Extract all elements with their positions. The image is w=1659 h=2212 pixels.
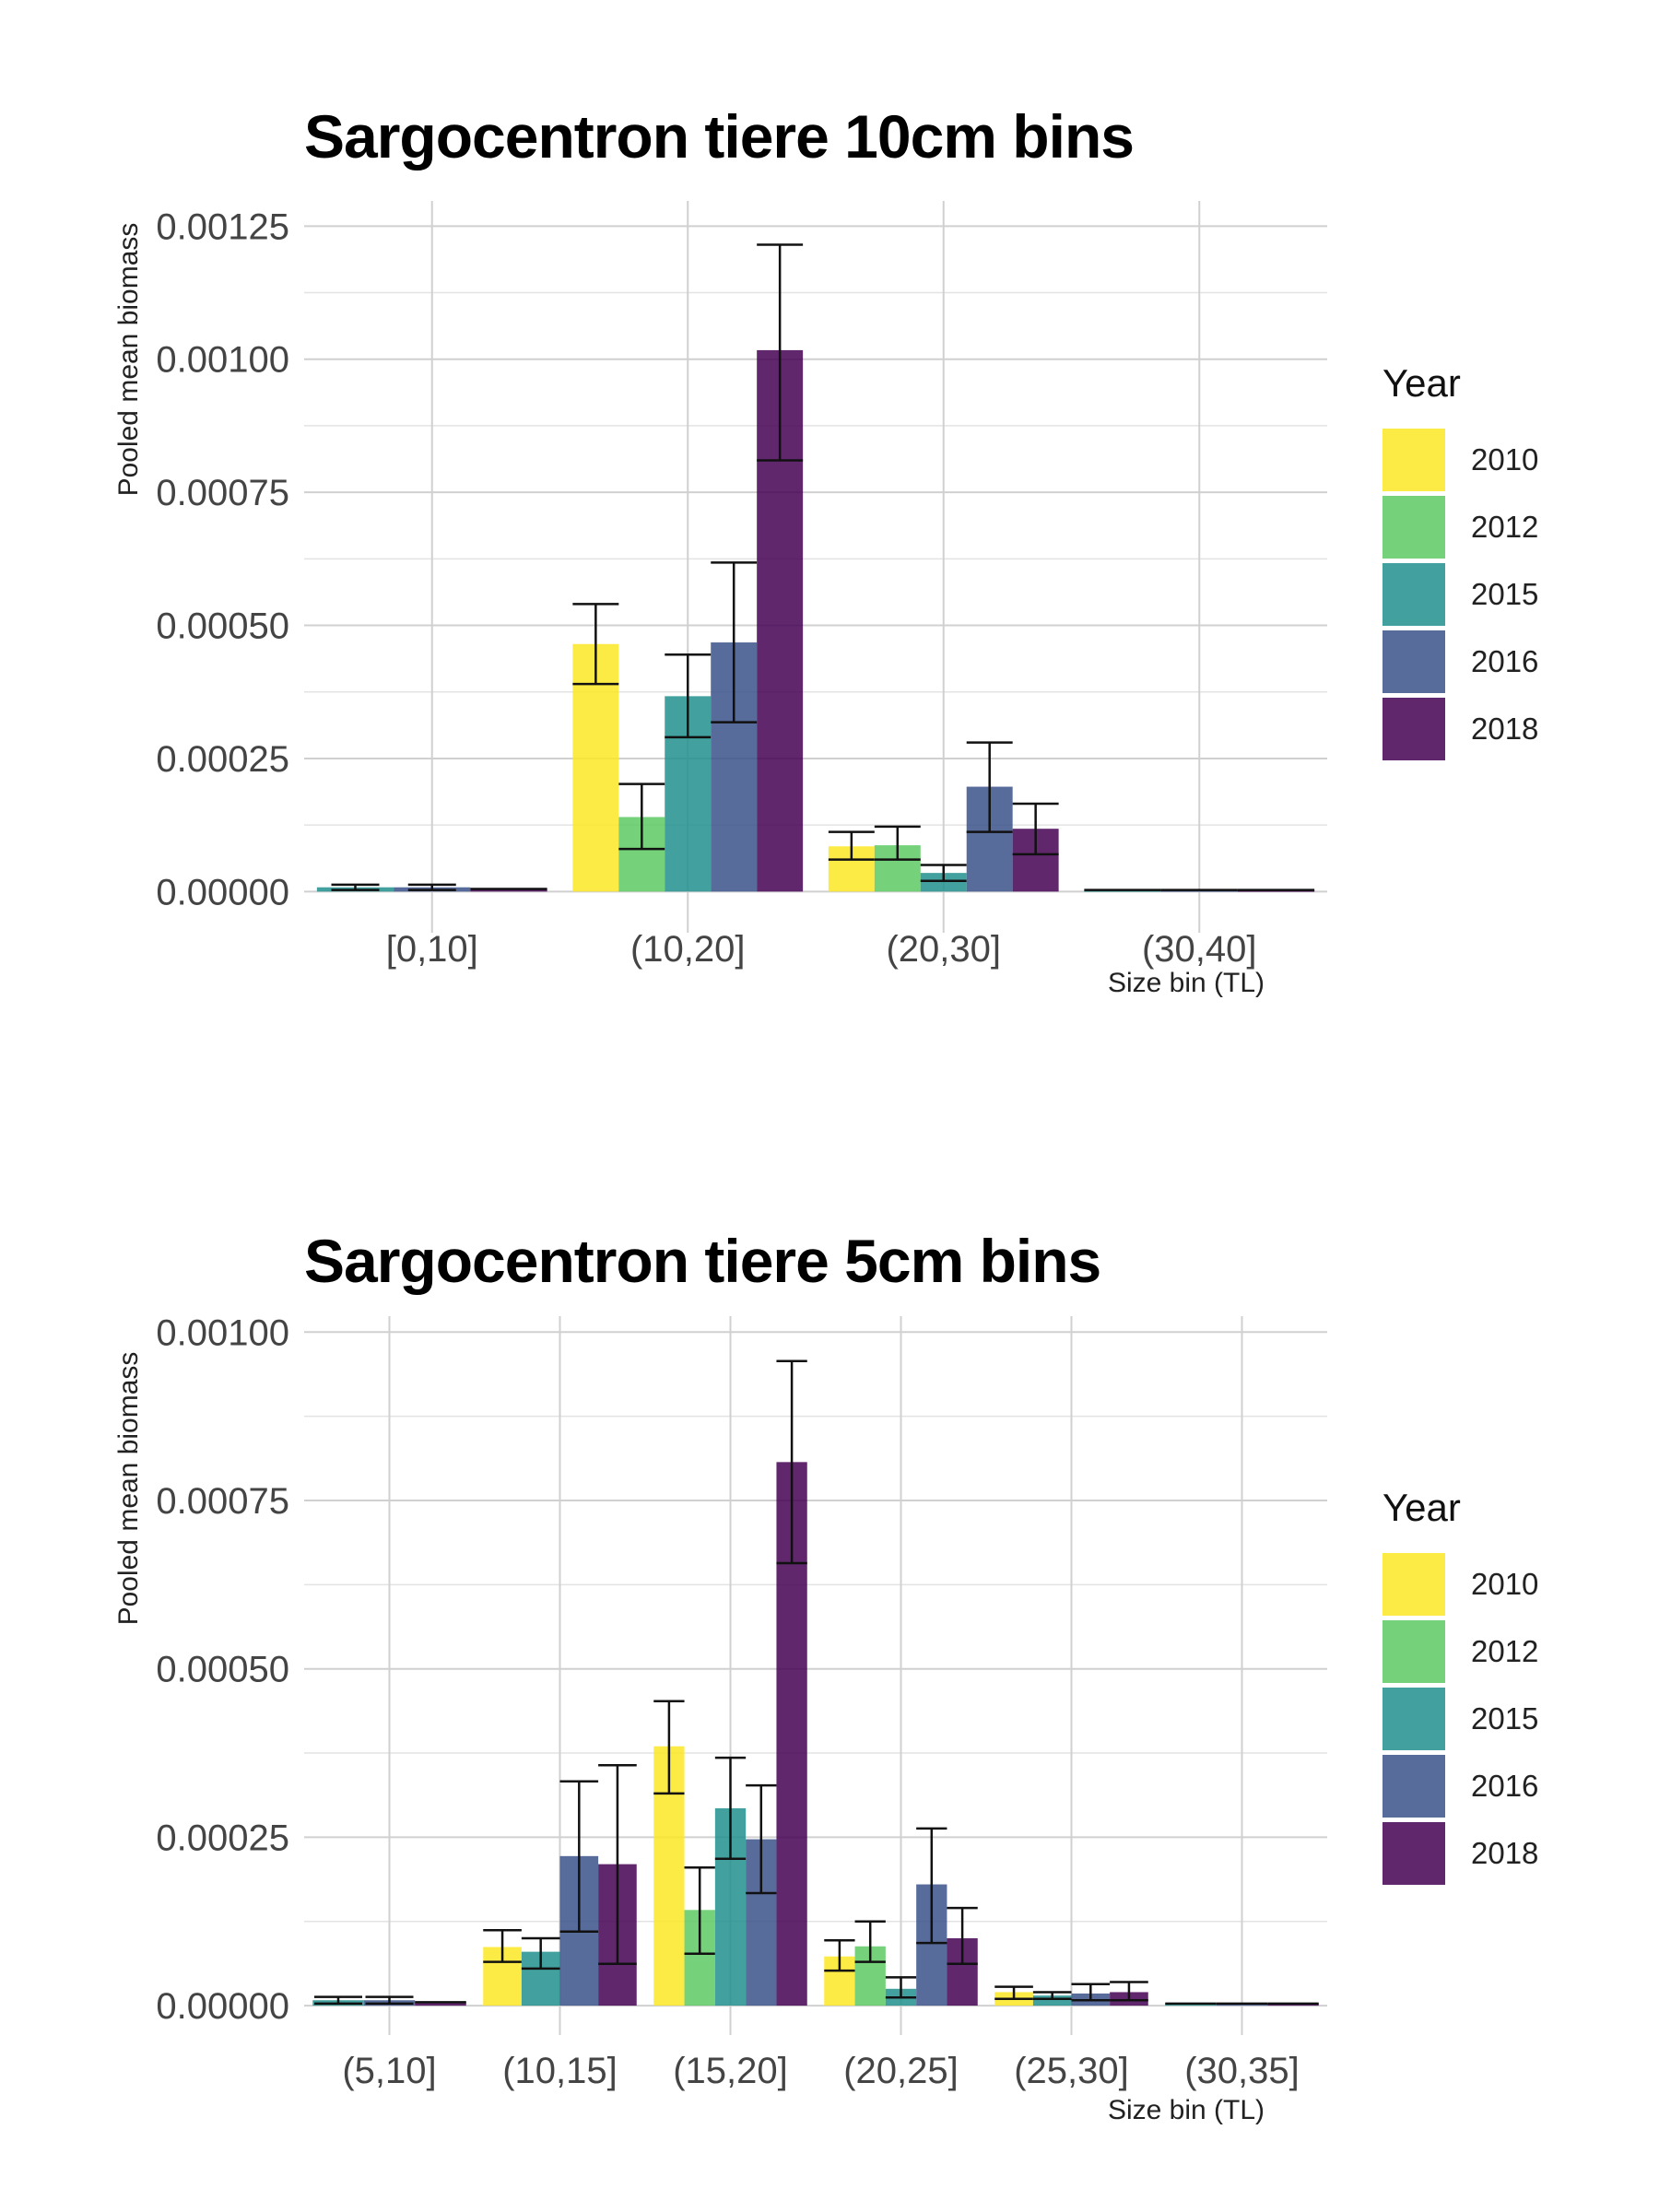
x-tick-label: [0,10]: [386, 929, 478, 970]
chart-title: Sargocentron tiere 5cm bins: [304, 1227, 1101, 1295]
legend-swatch: [1382, 495, 1445, 559]
legend-label: 2016: [1471, 643, 1539, 678]
legend-item: 2018: [1382, 1819, 1538, 1887]
legend-label: 2010: [1471, 1566, 1539, 1601]
y-tick-label: 0.00075: [156, 473, 289, 513]
legend-label: 2012: [1471, 1633, 1539, 1668]
legend-title: Year: [1382, 1486, 1461, 1529]
legend-swatch: [1382, 562, 1445, 626]
y-tick-label: 0.00050: [156, 606, 289, 647]
legend-title: Year: [1382, 361, 1461, 405]
x-tick-label: (30,35]: [1184, 2051, 1300, 2091]
legend-swatch: [1382, 697, 1445, 760]
legend-label: 2010: [1471, 441, 1539, 477]
legend-item: 2015: [1382, 560, 1538, 628]
x-tick-label: (20,30]: [886, 929, 1001, 970]
legend-item: 2016: [1382, 1752, 1538, 1819]
bar-chart-plot: 0.00000 0.00025 0.00050 0.00075 0.00100 (5,10…: [156, 1312, 1327, 2091]
y-tick-label: 0.00025: [156, 739, 289, 780]
legend-item: 2018: [1382, 695, 1538, 762]
y-tick-label: 0.00025: [156, 1818, 289, 1858]
x-axis-label: Size bin (TL): [1107, 2095, 1265, 2125]
x-axis-label: Size bin (TL): [1107, 968, 1265, 998]
legend: Year 2010 2012 2015 2016 2018: [1382, 361, 1538, 762]
legend-item: 2016: [1382, 628, 1538, 695]
legend-swatch: [1382, 428, 1445, 491]
x-tick-label: (5,10]: [342, 2051, 436, 2091]
bar: [415, 2002, 466, 2006]
legend-label: 2015: [1471, 576, 1539, 611]
legend-item: 2010: [1382, 1550, 1538, 1618]
x-tick-label: (25,30]: [1014, 2051, 1129, 2091]
legend-swatch: [1382, 1687, 1445, 1750]
legend-label: 2016: [1471, 1768, 1539, 1803]
y-tick-label: 0.00000: [156, 1986, 289, 2027]
legend-swatch: [1382, 1552, 1445, 1616]
legend-label: 2012: [1471, 509, 1539, 544]
legend-label: 2015: [1471, 1700, 1539, 1735]
legend-item: 2012: [1382, 1618, 1538, 1685]
chart-panel-5cm: Sargocentron tiere 5cm bins Pooled mean …: [0, 1124, 1659, 2212]
bar: [572, 643, 619, 892]
legend-label: 2018: [1471, 711, 1539, 746]
y-tick-label: 0.00050: [156, 1650, 289, 1690]
legend-swatch: [1382, 629, 1445, 693]
legend-item: 2015: [1382, 1685, 1538, 1752]
bar: [920, 873, 967, 892]
legend-label: 2018: [1471, 1835, 1539, 1870]
bar-chart-plot: 0.00000 0.00025 0.00050 0.00075 0.00100 0.001…: [156, 201, 1327, 970]
x-tick-label: (15,20]: [673, 2051, 788, 2091]
legend-swatch: [1382, 1619, 1445, 1683]
y-tick-label: 0.00100: [156, 1312, 289, 1353]
chart-panel-10cm: Sargocentron tiere 10cm bins Pooled mean…: [113, 102, 1538, 998]
x-tick-label: (10,15]: [502, 2051, 618, 2091]
x-tick-label: (10,20]: [630, 929, 746, 970]
legend-item: 2010: [1382, 426, 1538, 493]
y-tick-label: 0.00125: [156, 206, 289, 247]
y-tick-label: 0.00075: [156, 1481, 289, 1522]
bar: [470, 888, 547, 892]
x-tick-label: (30,40]: [1142, 929, 1257, 970]
legend-item: 2012: [1382, 493, 1538, 560]
x-tick-label: (20,25]: [843, 2051, 959, 2091]
y-tick-label: 0.00000: [156, 872, 289, 912]
legend: Year 2010 2012 2015 2016 2018: [1382, 1486, 1538, 1887]
bar: [1032, 1995, 1072, 2006]
legend-swatch: [1382, 1754, 1445, 1818]
y-tick-label: 0.00100: [156, 340, 289, 381]
chart-title: Sargocentron tiere 10cm bins: [304, 102, 1135, 171]
legend-swatch: [1382, 1821, 1445, 1885]
